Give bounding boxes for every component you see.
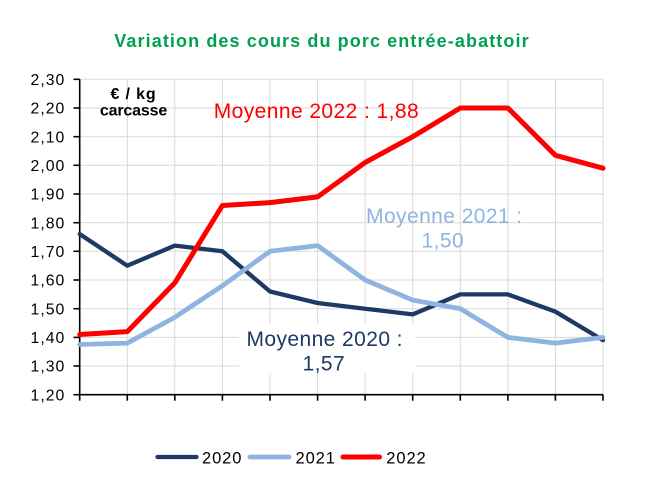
svg-text:2,10: 2,10 xyxy=(31,129,66,146)
svg-text:2020: 2020 xyxy=(202,449,242,467)
svg-text:1,30: 1,30 xyxy=(31,359,66,376)
svg-text:1,57: 1,57 xyxy=(303,353,346,376)
svg-text:1,90: 1,90 xyxy=(31,187,66,204)
svg-text:2,30: 2,30 xyxy=(31,72,66,89)
svg-text:1,80: 1,80 xyxy=(31,215,66,232)
svg-text:1,60: 1,60 xyxy=(31,273,66,290)
svg-text:1,50: 1,50 xyxy=(31,301,66,318)
svg-text:Moyenne 2021 :: Moyenne 2021 : xyxy=(366,205,523,228)
svg-text:€ / kg: € / kg xyxy=(110,86,156,103)
svg-text:1,50: 1,50 xyxy=(422,230,465,253)
svg-text:Moyenne 2020 :: Moyenne 2020 : xyxy=(246,328,403,351)
svg-text:1,20: 1,20 xyxy=(31,387,66,404)
svg-text:1,40: 1,40 xyxy=(31,330,66,347)
svg-text:Variation des cours du porc en: Variation des cours du porc entrée-abatt… xyxy=(114,31,529,51)
svg-text:Moyenne 2022 : 1,88: Moyenne 2022 : 1,88 xyxy=(214,100,419,123)
svg-text:2021: 2021 xyxy=(296,449,336,467)
svg-text:2022: 2022 xyxy=(386,449,426,467)
svg-text:carcasse: carcasse xyxy=(100,102,168,119)
svg-text:2,00: 2,00 xyxy=(31,158,66,175)
svg-text:1,70: 1,70 xyxy=(31,244,66,261)
svg-text:2,20: 2,20 xyxy=(31,101,66,118)
